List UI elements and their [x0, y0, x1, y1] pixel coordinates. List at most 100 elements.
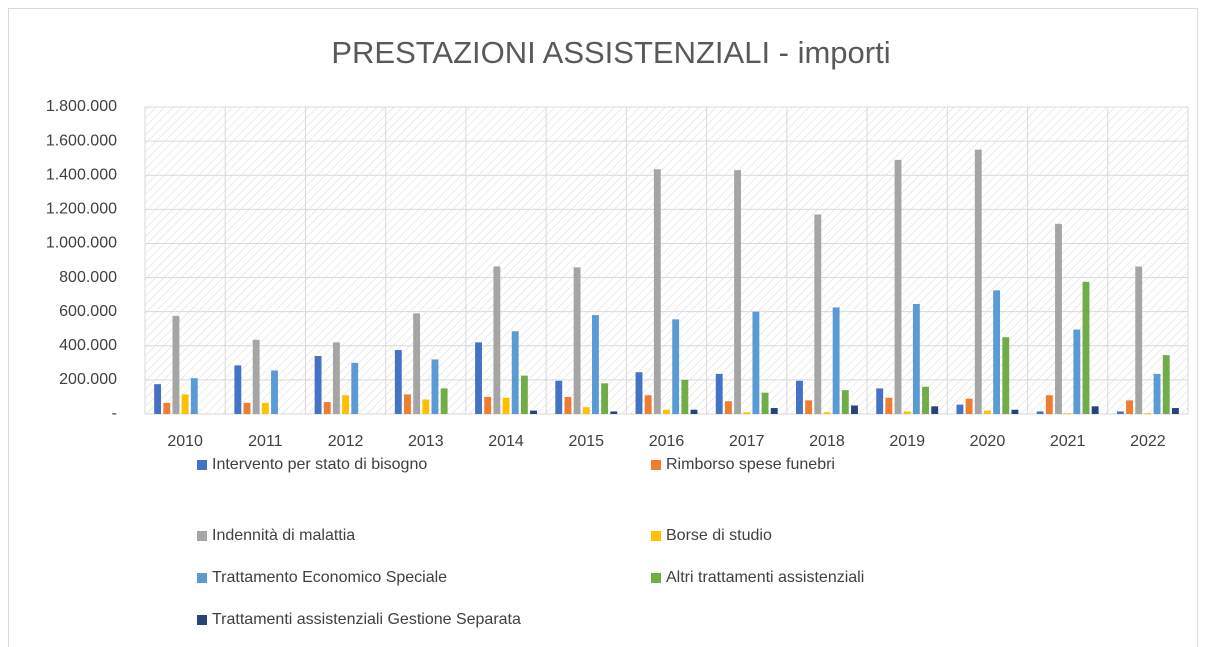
x-tick-label: 2010 [167, 433, 203, 450]
bar [993, 290, 1001, 414]
bar [181, 394, 189, 414]
bar [885, 397, 893, 414]
y-tick-label: 200.000 [59, 371, 117, 388]
bar [520, 375, 528, 414]
bar [1073, 329, 1081, 414]
legend-label: Trattamenti assistenziali Gestione Separ… [212, 611, 521, 628]
x-tick-label: 2012 [328, 433, 364, 450]
bar [475, 342, 482, 414]
x-tick-label: 2019 [889, 433, 925, 450]
bar [511, 331, 519, 414]
legend-label: Rimborso spese funebri [666, 456, 835, 473]
bar [610, 411, 618, 414]
bar [1002, 337, 1010, 414]
bar [663, 409, 670, 414]
bar [342, 395, 350, 414]
y-tick-label: 1.800.000 [46, 98, 117, 115]
bar [724, 401, 732, 414]
legend-swatch [197, 460, 207, 470]
bar [1055, 223, 1062, 414]
bar [1011, 409, 1019, 414]
bar [351, 362, 359, 414]
bar [323, 402, 331, 414]
bar [832, 307, 840, 414]
x-tick-label: 2011 [248, 433, 283, 450]
bar [894, 159, 902, 414]
bar [635, 372, 643, 414]
y-tick-label: 1.000.000 [46, 235, 117, 252]
bar [252, 339, 260, 414]
bar [1082, 281, 1090, 414]
bar [592, 315, 599, 414]
bar [502, 397, 510, 414]
x-tick-label: 2020 [970, 433, 1006, 450]
y-tick-label: 1.400.000 [46, 166, 117, 183]
y-tick-label: 400.000 [59, 337, 117, 354]
y-tick-label: 800.000 [59, 269, 117, 286]
bar [876, 388, 884, 414]
bar [1045, 395, 1053, 414]
bar [814, 214, 822, 414]
bar [653, 169, 661, 414]
bar [431, 359, 439, 414]
bar [493, 266, 501, 414]
x-tick-label: 2016 [649, 433, 685, 450]
legend-label: Intervento per stato di bisogno [212, 456, 427, 473]
legend-swatch [197, 531, 207, 541]
bar [983, 410, 991, 414]
bar [1064, 413, 1072, 414]
y-tick-label: 1.600.000 [46, 132, 117, 149]
legend-swatch [197, 615, 207, 625]
bar [1091, 406, 1099, 414]
bar [823, 412, 831, 414]
bar [243, 402, 251, 414]
bar [903, 411, 911, 414]
x-tick-label: 2014 [488, 433, 524, 450]
bar [796, 380, 803, 414]
bar [841, 390, 849, 414]
plot-background [145, 107, 1188, 414]
chart-title: PRESTAZIONI ASSISTENZIALI - importi [331, 35, 890, 70]
bar [743, 412, 751, 414]
x-tick-label: 2022 [1130, 433, 1166, 450]
bar [1171, 408, 1179, 414]
bar [644, 395, 652, 414]
bar [394, 350, 402, 414]
legend-label: Indennità di malattia [212, 527, 355, 544]
legend-label: Borse di studio [666, 527, 772, 544]
bar [974, 149, 982, 414]
x-tick-label: 2021 [1050, 433, 1086, 450]
bar [601, 383, 609, 414]
legend-label: Altri trattamenti assistenziali [666, 569, 864, 586]
bar [564, 396, 572, 414]
bar [154, 384, 162, 414]
bar [1162, 355, 1170, 414]
bar [805, 400, 813, 414]
bar [172, 315, 180, 414]
bar [261, 402, 269, 414]
y-tick-label: 600.000 [59, 303, 117, 320]
bar [672, 319, 680, 414]
bar [690, 409, 698, 414]
bar [715, 373, 723, 414]
bar [422, 399, 430, 414]
legend-swatch [197, 573, 207, 583]
bar [234, 365, 242, 414]
bar [404, 394, 411, 414]
bar [413, 313, 421, 414]
bar [1126, 400, 1133, 414]
bar [761, 392, 769, 414]
legend-swatch [651, 573, 661, 583]
bar [314, 356, 322, 414]
y-tick-label: - [112, 405, 117, 422]
bar [1153, 373, 1161, 414]
bar [271, 370, 278, 414]
bar [922, 386, 929, 414]
bar [770, 408, 778, 414]
bar [190, 378, 198, 414]
bar [1036, 411, 1044, 414]
bar [965, 398, 973, 414]
legend-swatch [651, 531, 661, 541]
bar [332, 342, 340, 414]
